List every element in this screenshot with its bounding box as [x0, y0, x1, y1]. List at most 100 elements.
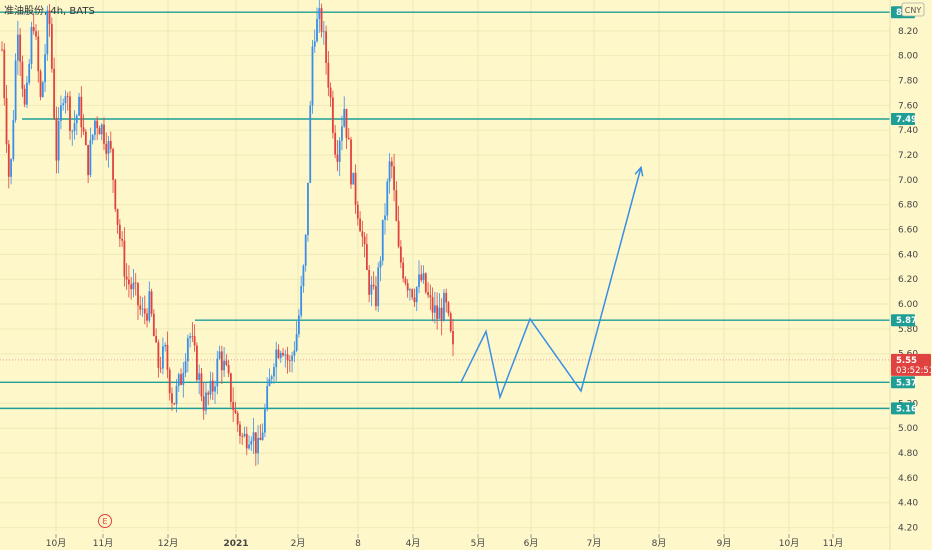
candle: [32, 13, 35, 35]
candle: [177, 372, 180, 392]
candle: [107, 135, 110, 168]
y-tick-label: 4.20: [898, 524, 918, 534]
candle: [171, 387, 173, 411]
candle: [395, 181, 398, 222]
candle: [445, 288, 448, 313]
currency-badge-label: CNY: [905, 6, 922, 15]
candle: [150, 288, 153, 317]
candle: [388, 153, 391, 194]
candle: [393, 153, 395, 202]
time-axis[interactable]: 10月 11月 12月 2021 2月 8 4月 5月 6月 7月 8月 9月 10月 11月: [46, 534, 843, 549]
candle: [259, 424, 262, 441]
candle: [418, 260, 420, 294]
x-tick-label: 11月: [93, 538, 113, 549]
candle: [5, 84, 8, 154]
candle: [200, 368, 203, 402]
candle: [438, 293, 441, 319]
candle: [114, 178, 117, 212]
y-tick-label: 8.00: [898, 52, 918, 62]
candle: [130, 276, 133, 300]
candle: [26, 76, 28, 109]
candle: [44, 44, 46, 92]
candle: [227, 359, 230, 378]
candle: [250, 436, 253, 452]
candle: [411, 288, 414, 300]
earnings-marker[interactable]: E: [98, 514, 112, 528]
candle: [356, 200, 359, 226]
candle: [420, 265, 423, 283]
candle: [254, 432, 257, 466]
candle: [277, 344, 280, 360]
forecast-line[interactable]: [460, 167, 642, 400]
candle: [186, 334, 189, 373]
candle: [302, 264, 305, 293]
candle: [377, 262, 380, 312]
candle: [205, 382, 207, 415]
candle: [35, 24, 37, 40]
candle: [248, 435, 250, 450]
level-tag: 7.49: [891, 113, 917, 126]
candle: [121, 231, 124, 247]
candle: [152, 309, 155, 337]
candle: [273, 363, 275, 384]
candle: [449, 311, 452, 333]
candle: [10, 158, 12, 185]
candle: [162, 337, 164, 375]
x-tick-label: 10月: [779, 538, 799, 549]
candle: [433, 291, 436, 324]
candle: [282, 348, 284, 357]
candle: [406, 279, 409, 298]
x-tick-label: 9月: [717, 538, 732, 549]
candle: [440, 298, 443, 336]
candle: [19, 28, 22, 76]
candle: [452, 319, 454, 357]
candle: [345, 108, 348, 149]
candle: [334, 125, 337, 159]
candle: [191, 322, 194, 342]
candle: [23, 84, 26, 108]
candle: [384, 203, 386, 235]
forecast-path: [460, 165, 644, 400]
candle: [327, 51, 330, 97]
candle: [399, 240, 402, 269]
y-tick-label: 6.80: [898, 201, 918, 211]
candle: [291, 351, 293, 373]
candle: [173, 402, 176, 406]
candle: [427, 282, 429, 299]
candle: [368, 265, 371, 303]
candle: [286, 346, 289, 374]
level-tag-label: 7.49: [896, 115, 917, 125]
x-tick-label: 7月: [587, 538, 602, 549]
candle: [30, 21, 33, 70]
candle: [379, 256, 382, 282]
price-axis[interactable]: 8.20 8.00 7.80 7.60 7.40 7.20 7.00 6.80 6.60 6.40…: [889, 0, 918, 550]
chart-title: 准油股份, 4h, BATS: [4, 4, 95, 17]
y-tick-label: 7.60: [898, 101, 918, 111]
candle: [123, 227, 126, 287]
candle: [196, 342, 198, 382]
candle: [429, 284, 432, 311]
candle: [41, 80, 44, 98]
y-tick-label: 4.80: [898, 449, 918, 459]
candle: [214, 380, 216, 404]
candle: [431, 287, 434, 322]
candle: [48, 3, 51, 37]
candle: [166, 331, 169, 379]
candle: [53, 57, 56, 120]
candle: [361, 220, 364, 247]
currency-badge[interactable]: CNY: [901, 2, 925, 17]
level-tag-label: 5.37: [896, 378, 917, 388]
x-tick-label: 4月: [406, 538, 421, 549]
candle: [164, 342, 167, 352]
candle: [84, 129, 87, 146]
candle: [155, 328, 158, 343]
candle: [96, 116, 99, 140]
candle: [57, 107, 60, 174]
candle: [143, 295, 146, 325]
candle: [182, 362, 185, 398]
candle: [331, 90, 334, 139]
candle: [193, 324, 196, 352]
candle: [288, 355, 291, 372]
